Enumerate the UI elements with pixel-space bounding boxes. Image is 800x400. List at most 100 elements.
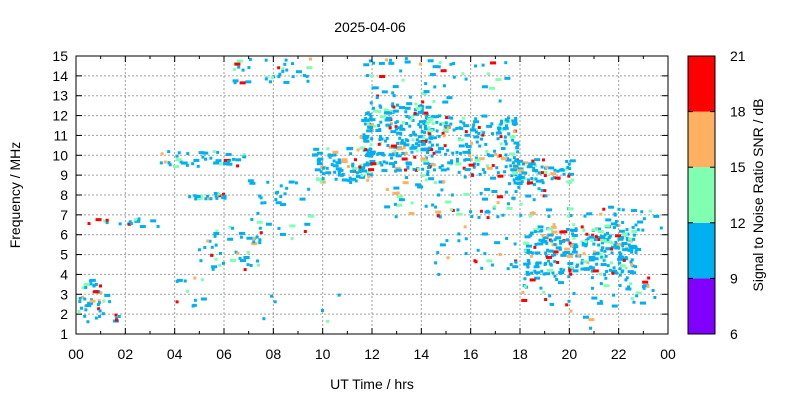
data-point: [634, 250, 638, 254]
data-point: [406, 162, 413, 166]
data-point: [404, 152, 408, 156]
data-point: [196, 197, 203, 201]
data-point: [582, 315, 589, 319]
data-point: [218, 252, 222, 256]
data-point: [369, 101, 373, 105]
data-point: [259, 196, 263, 200]
data-point: [567, 174, 571, 178]
data-point: [276, 190, 280, 194]
data-point: [94, 283, 98, 287]
data-point: [511, 138, 515, 142]
data-point: [603, 249, 607, 253]
data-point: [95, 218, 102, 222]
data-point: [500, 121, 504, 125]
data-point: [375, 129, 382, 133]
colorbar-label: Signal to Noise Ratio SNR / dB: [750, 99, 766, 292]
data-point: [441, 131, 445, 135]
data-point: [401, 121, 405, 125]
data-point: [567, 162, 571, 166]
data-point: [332, 159, 336, 163]
data-point: [567, 255, 574, 259]
data-point: [497, 174, 504, 178]
data-point: [509, 263, 513, 267]
data-point: [632, 300, 636, 304]
x-tick-label: 14: [414, 346, 430, 362]
data-point: [630, 239, 634, 243]
data-point: [370, 162, 377, 166]
data-point: [613, 213, 617, 217]
data-point: [410, 146, 417, 150]
data-point: [513, 242, 517, 246]
data-point: [471, 173, 475, 177]
data-point: [361, 118, 368, 122]
y-tick-label: 14: [52, 68, 68, 84]
data-point: [512, 178, 516, 182]
data-point: [517, 185, 521, 189]
data-point: [635, 291, 642, 295]
data-point: [564, 247, 571, 251]
data-point: [222, 162, 229, 166]
colorbar-tick-label: 15: [730, 159, 746, 175]
data-point: [422, 121, 429, 125]
data-point: [613, 243, 620, 247]
data-point: [386, 111, 393, 115]
data-point: [375, 96, 379, 100]
data-point: [497, 128, 501, 132]
data-point: [359, 135, 363, 139]
data-point: [260, 201, 264, 205]
data-point: [611, 271, 615, 275]
data-point: [446, 256, 450, 260]
data-point: [559, 241, 563, 245]
data-point: [167, 161, 171, 165]
data-point: [431, 122, 435, 126]
data-point: [544, 194, 548, 198]
data-point: [427, 129, 434, 133]
data-point: [583, 267, 590, 271]
data-point: [421, 91, 428, 95]
data-point: [307, 187, 311, 191]
data-point: [594, 235, 598, 239]
data-point: [251, 237, 255, 241]
data-point: [617, 237, 624, 241]
data-point: [618, 273, 622, 277]
data-point: [214, 194, 218, 198]
data-point: [236, 164, 240, 168]
data-point: [214, 243, 218, 247]
data-point: [560, 253, 567, 257]
data-point: [542, 290, 546, 294]
data-point: [360, 173, 364, 177]
data-point: [537, 242, 544, 246]
data-point: [642, 280, 649, 284]
data-point: [523, 249, 527, 253]
data-point: [469, 128, 476, 132]
data-point: [395, 154, 402, 158]
data-point: [258, 226, 262, 230]
data-point: [239, 81, 246, 85]
data-point: [249, 263, 253, 267]
data-point: [422, 142, 426, 146]
data-point: [302, 73, 306, 77]
data-point: [615, 223, 619, 227]
data-point: [563, 251, 570, 255]
data-point: [395, 168, 402, 172]
data-point: [540, 179, 544, 183]
data-point: [241, 68, 245, 72]
data-point: [366, 162, 373, 166]
data-point: [608, 268, 612, 272]
data-point: [417, 135, 424, 139]
data-point: [553, 260, 557, 264]
data-point: [490, 132, 494, 136]
data-point: [412, 167, 416, 171]
data-point: [404, 110, 408, 114]
data-point: [545, 241, 549, 245]
data-point: [514, 190, 518, 194]
data-point: [588, 266, 595, 270]
data-point: [434, 181, 438, 185]
data-point: [540, 269, 544, 273]
data-point: [516, 182, 523, 186]
data-point: [513, 123, 517, 127]
data-point: [346, 147, 353, 151]
data-point: [159, 161, 163, 165]
data-point: [395, 131, 402, 135]
data-point: [602, 207, 606, 211]
